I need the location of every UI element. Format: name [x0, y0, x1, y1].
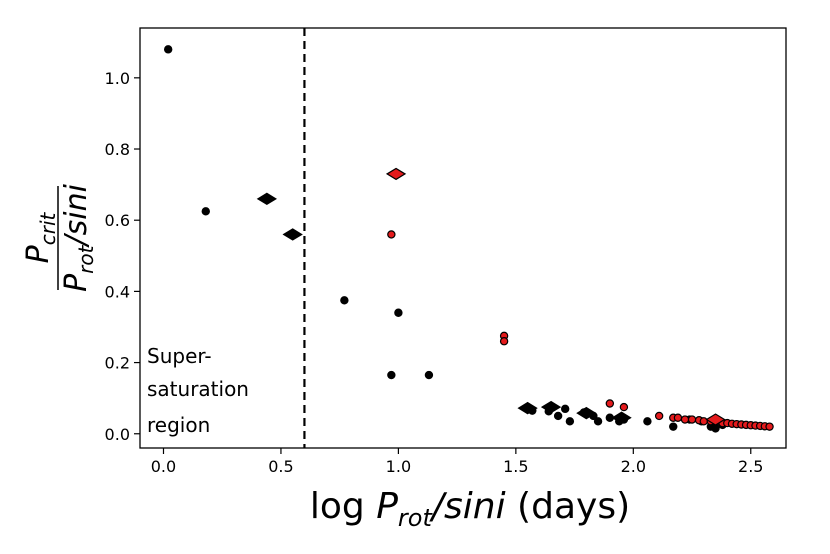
- black-circles-point: [711, 424, 720, 433]
- red-diamonds-point: [705, 413, 726, 426]
- annotation-line-1: Super-: [147, 344, 212, 368]
- black-diamonds-point: [282, 228, 303, 241]
- y-den-rest: /sini: [59, 183, 94, 248]
- black-circles-point: [560, 404, 570, 414]
- x-tick-label: 2.5: [738, 457, 763, 476]
- red-circles-point: [680, 415, 690, 424]
- black-circles-point: [553, 411, 563, 421]
- black-circles-point: [163, 45, 173, 54]
- red-circles-point: [387, 230, 396, 239]
- y-label-denominator: Prot/sini: [59, 183, 98, 291]
- red-circles-point: [654, 411, 664, 421]
- red-circles-point: [699, 417, 708, 426]
- black-diamonds-point: [517, 401, 538, 415]
- red-diamonds-point: [385, 167, 407, 181]
- y-den-var: P: [59, 273, 94, 292]
- y-label-numerator: Pcrit: [21, 211, 60, 263]
- x-tick-label: 0.5: [268, 457, 293, 476]
- black-circles-point: [565, 417, 575, 426]
- y-axis-label: Pcrit Prot/sini: [21, 183, 98, 291]
- red-circles-point: [619, 402, 629, 412]
- y-tick-label: 0.0: [105, 425, 130, 444]
- red-circles-point: [605, 399, 615, 408]
- y-den-sub: rot: [74, 244, 98, 273]
- y-num-var: P: [21, 244, 56, 263]
- x-tick-label: 1.0: [386, 457, 411, 476]
- red-circles-point: [499, 337, 509, 346]
- x-tick-label: 1.5: [503, 457, 528, 476]
- annotation-line-2: saturation: [147, 377, 249, 401]
- x-tick-label: 2.0: [621, 457, 646, 476]
- black-circles-point: [387, 370, 396, 380]
- black-diamonds-point: [576, 406, 597, 420]
- red-circles-point: [765, 422, 774, 431]
- y-tick-label: 0.2: [105, 354, 130, 373]
- x-label-prefix: log: [310, 486, 376, 527]
- black-circles-point: [424, 370, 434, 380]
- black-circles-point: [643, 417, 652, 426]
- x-label-suffix: (days): [506, 486, 631, 527]
- black-circles-point: [394, 308, 403, 317]
- red-circles-point: [673, 413, 683, 422]
- black-circles-point: [669, 422, 678, 431]
- y-tick-label: 1.0: [105, 69, 130, 88]
- x-label-rest: /sini: [429, 486, 506, 527]
- x-label-var: P: [376, 486, 398, 527]
- axis-ticks: 0.0 0.5 1.0 1.5 2.0 2.5 0.0 0.2 0.4 0.6 0.8 1.0: [105, 69, 764, 476]
- y-tick-label: 0.8: [105, 140, 130, 159]
- x-label-sub: rot: [398, 504, 434, 532]
- red-circles-point: [687, 415, 697, 424]
- black-diamonds-point: [540, 400, 562, 414]
- x-axis-label: log Prot/sini (days): [310, 486, 630, 532]
- black-circles-point: [340, 296, 349, 305]
- plot-frame: [139, 27, 787, 449]
- black-diamonds-point: [256, 192, 278, 206]
- black-diamonds-point: [611, 411, 632, 424]
- annotation-line-3: region: [147, 413, 210, 437]
- y-tick-label: 0.4: [105, 282, 130, 301]
- x-tick-label: 0.0: [151, 457, 176, 476]
- y-num-sub: crit: [36, 211, 60, 245]
- y-tick-label: 0.6: [105, 211, 130, 230]
- black-circles-point: [593, 417, 603, 426]
- black-circles-point: [201, 207, 210, 216]
- data-points: [163, 45, 774, 433]
